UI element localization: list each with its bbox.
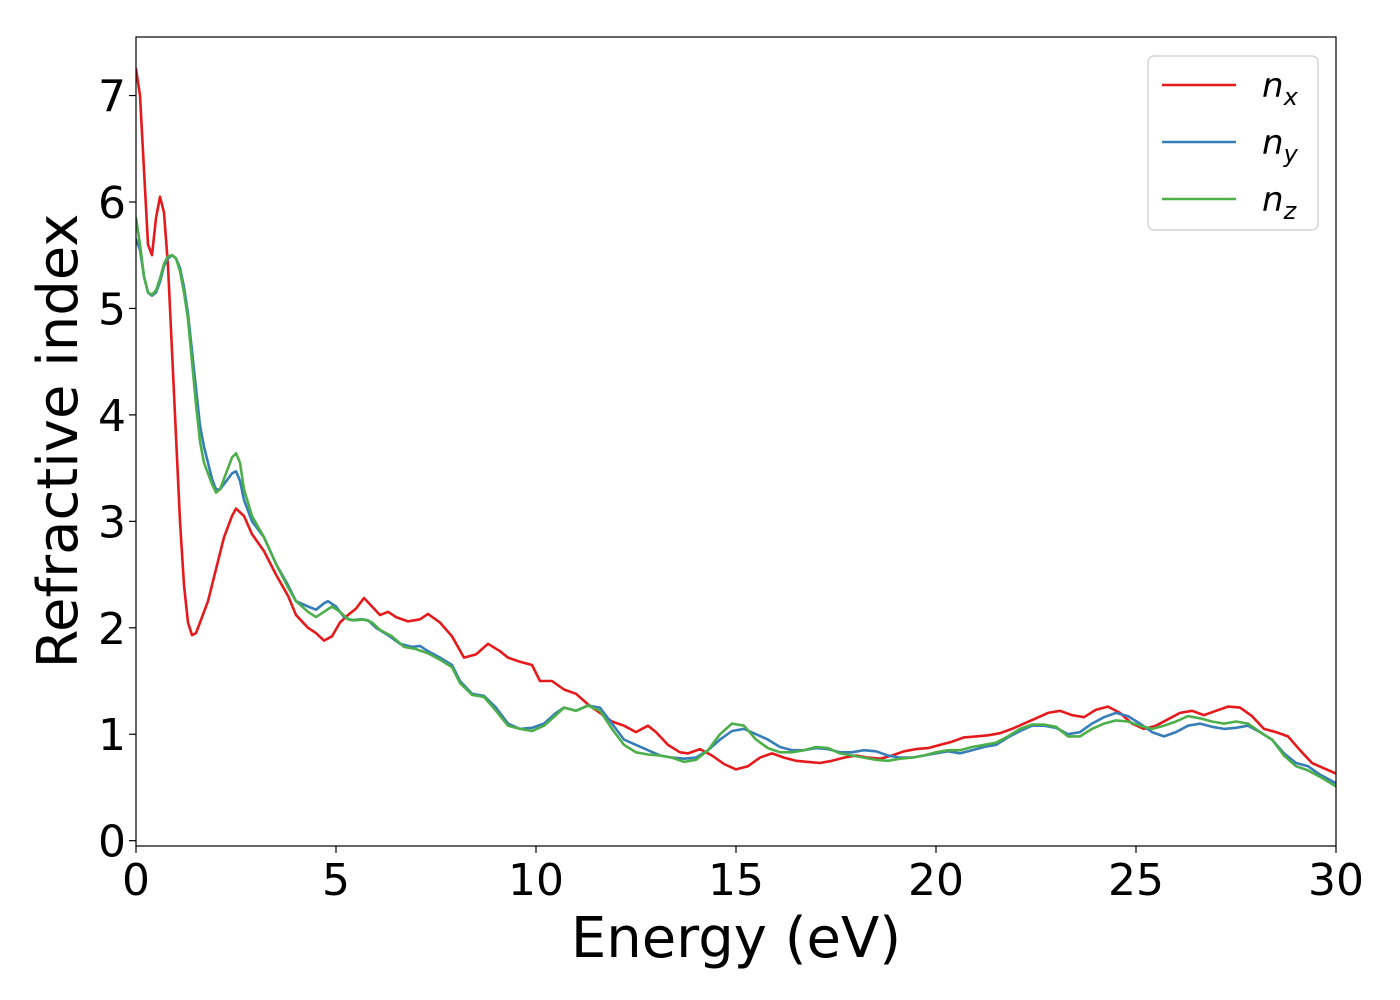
y-tick-label: 1	[98, 710, 126, 761]
y-tick-label: 3	[98, 497, 126, 548]
y-tick-label: 5	[98, 284, 126, 335]
x-tick-label: 30	[1308, 855, 1364, 906]
legend-label-n-z: nz	[1262, 180, 1298, 225]
x-axis-ticks: 0 5 10 15 20 25 30	[122, 846, 1364, 906]
x-tick-label: 10	[508, 855, 564, 906]
y-tick-label: 4	[98, 391, 126, 442]
legend-label-n-y: ny	[1262, 123, 1299, 168]
legend: nx ny nz	[1147, 55, 1319, 231]
series-line-n-z	[136, 216, 1336, 788]
x-tick-label: 0	[122, 855, 150, 906]
series-line-n-y	[136, 237, 1336, 785]
x-tick-label: 5	[322, 855, 350, 906]
series-line-n-x	[136, 67, 1336, 775]
x-axis-title: Energy (eV)	[571, 906, 901, 971]
plot-area	[135, 36, 1337, 847]
series-layer	[136, 67, 1336, 788]
x-tick-label: 15	[708, 855, 764, 906]
y-tick-label: 2	[98, 604, 126, 655]
y-tick-label: 6	[98, 178, 126, 229]
y-tick-label: 0	[98, 817, 126, 868]
x-tick-label: 20	[908, 855, 964, 906]
y-axis-ticks: 0 1 2 3 4 5 6 7	[98, 72, 136, 868]
legend-label-n-x: nx	[1262, 66, 1299, 111]
y-axis-title: Refractive index	[26, 214, 91, 669]
x-tick-label: 25	[1108, 855, 1164, 906]
y-tick-label: 7	[98, 72, 126, 123]
